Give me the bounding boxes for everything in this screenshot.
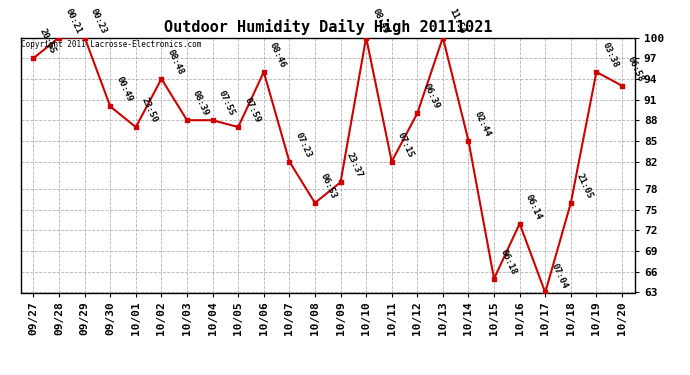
Text: 07:15: 07:15 [396,130,415,159]
Text: 08:39: 08:39 [191,89,210,117]
Point [514,220,525,226]
Text: 06:39: 06:39 [422,82,441,111]
Text: Copyright 2011 Lacrosse-Electronics.com: Copyright 2011 Lacrosse-Electronics.com [21,40,201,49]
Point [309,200,320,206]
Text: 23:37: 23:37 [345,151,364,180]
Text: 06:53: 06:53 [319,172,339,200]
Text: 07:59: 07:59 [242,96,262,124]
Text: 00:21: 00:21 [63,6,83,35]
Text: 07:23: 07:23 [293,130,313,159]
Point [105,104,116,110]
Text: 23:50: 23:50 [140,96,159,124]
Point [386,159,397,165]
Text: 06:18: 06:18 [498,248,518,276]
Text: 08:46: 08:46 [268,41,288,69]
Text: 21:05: 21:05 [575,172,595,200]
Text: 11:54: 11:54 [447,6,466,35]
Text: 00:49: 00:49 [115,75,134,104]
Text: 07:04: 07:04 [549,261,569,290]
Text: 03:38: 03:38 [600,41,620,69]
Point [489,276,500,282]
Point [463,138,474,144]
Point [335,179,346,185]
Point [28,55,39,61]
Text: 02:44: 02:44 [473,110,492,138]
Text: 20:55: 20:55 [38,27,57,56]
Point [284,159,295,165]
Point [540,290,551,296]
Point [412,110,423,116]
Point [591,69,602,75]
Text: 08:49: 08:49 [371,6,390,35]
Point [79,34,90,40]
Point [437,34,448,40]
Text: 00:23: 00:23 [89,6,108,35]
Point [258,69,269,75]
Point [130,124,141,130]
Text: 08:48: 08:48 [166,48,185,76]
Point [181,117,193,123]
Text: 06:58: 06:58 [626,55,646,83]
Point [565,200,576,206]
Point [361,34,372,40]
Text: 06:14: 06:14 [524,193,543,221]
Text: 07:55: 07:55 [217,89,236,117]
Point [616,83,627,89]
Point [233,124,244,130]
Point [207,117,218,123]
Point [54,34,65,40]
Title: Outdoor Humidity Daily High 20111021: Outdoor Humidity Daily High 20111021 [164,19,492,35]
Point [156,76,167,82]
